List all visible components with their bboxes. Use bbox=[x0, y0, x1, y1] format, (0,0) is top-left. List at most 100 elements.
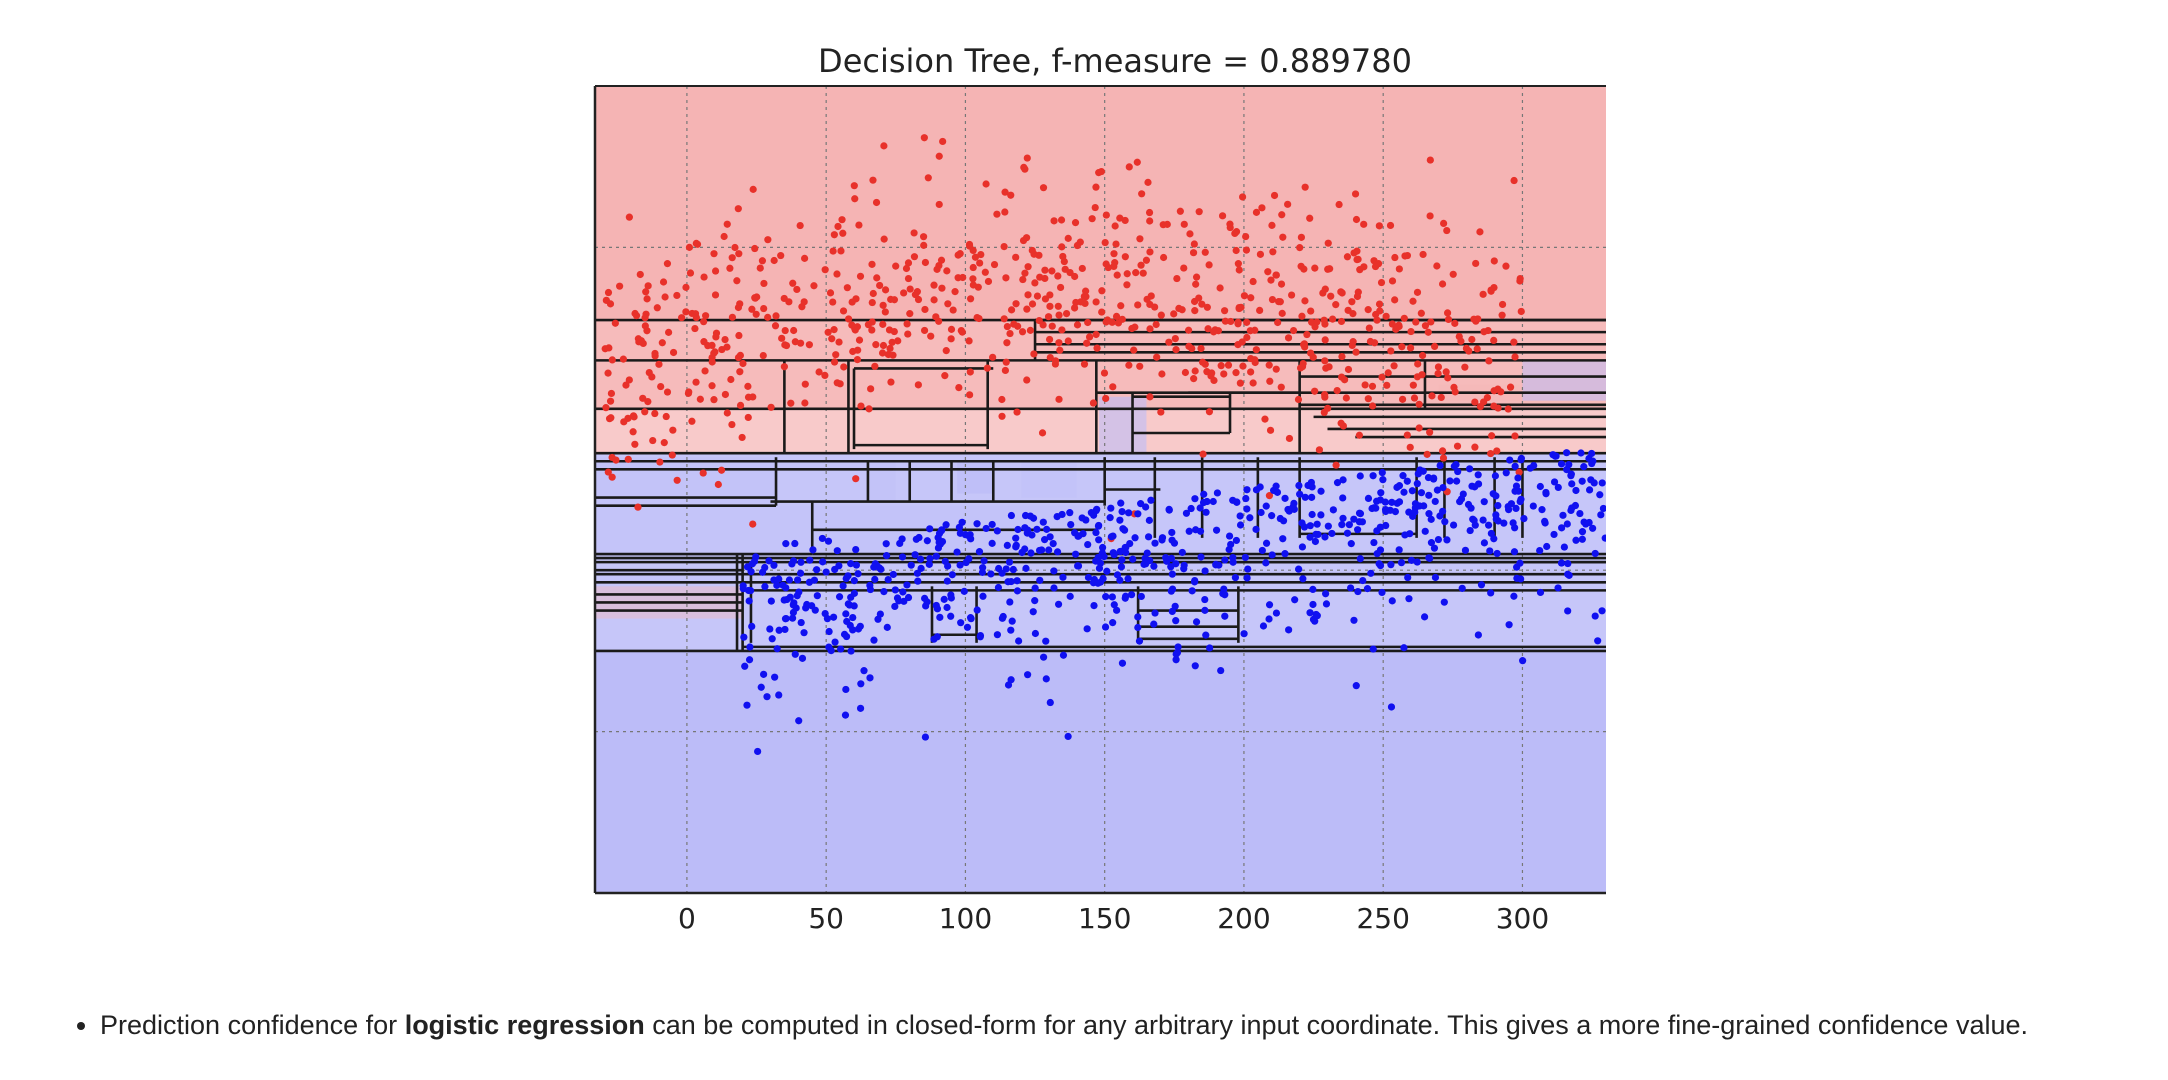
data-point bbox=[1134, 510, 1142, 518]
data-point bbox=[1472, 259, 1480, 268]
data-point bbox=[1252, 208, 1261, 216]
data-point bbox=[1198, 358, 1207, 366]
data-point bbox=[1029, 608, 1037, 616]
data-point bbox=[797, 618, 805, 627]
data-point bbox=[629, 428, 637, 436]
data-point bbox=[1377, 489, 1385, 497]
data-point bbox=[949, 306, 957, 314]
data-point bbox=[1102, 593, 1110, 601]
data-point bbox=[1001, 366, 1009, 375]
data-point bbox=[1272, 482, 1280, 490]
data-point bbox=[1401, 252, 1409, 260]
data-point bbox=[1190, 578, 1199, 586]
data-point bbox=[1064, 234, 1072, 242]
data-point bbox=[1325, 363, 1333, 371]
data-point bbox=[790, 326, 798, 335]
data-point bbox=[956, 561, 964, 569]
data-point bbox=[663, 260, 672, 268]
data-point bbox=[969, 263, 977, 272]
data-point bbox=[1117, 302, 1125, 310]
data-point bbox=[1278, 309, 1286, 317]
data-point bbox=[622, 381, 630, 389]
data-point bbox=[1200, 490, 1208, 498]
data-point bbox=[1596, 491, 1604, 499]
data-point bbox=[1210, 376, 1218, 385]
data-point bbox=[1476, 228, 1484, 236]
data-point bbox=[959, 273, 967, 282]
data-point bbox=[1536, 588, 1545, 597]
data-point bbox=[1480, 498, 1488, 506]
data-point bbox=[644, 282, 652, 290]
data-point bbox=[1210, 328, 1218, 336]
data-point bbox=[838, 216, 846, 224]
decision-region bbox=[1021, 461, 1077, 498]
data-point bbox=[1337, 419, 1345, 427]
data-point bbox=[1355, 431, 1363, 439]
data-point bbox=[1026, 326, 1035, 334]
data-point bbox=[1418, 371, 1426, 379]
data-point bbox=[1492, 492, 1500, 500]
data-point bbox=[1098, 308, 1106, 316]
data-point bbox=[1297, 233, 1306, 241]
data-point bbox=[1066, 592, 1074, 600]
data-point bbox=[1425, 491, 1433, 499]
data-point bbox=[1046, 353, 1054, 362]
data-point bbox=[944, 300, 952, 308]
data-point bbox=[1480, 539, 1489, 547]
data-point bbox=[1388, 277, 1397, 285]
data-point bbox=[1099, 574, 1107, 583]
data-point bbox=[1213, 489, 1222, 497]
data-point bbox=[1424, 328, 1432, 336]
data-point bbox=[805, 578, 813, 586]
data-point bbox=[1083, 339, 1091, 347]
data-point bbox=[1053, 548, 1062, 556]
data-point bbox=[1414, 360, 1422, 368]
data-point bbox=[1180, 561, 1188, 569]
data-point bbox=[930, 296, 938, 304]
data-point bbox=[1262, 539, 1271, 547]
data-point bbox=[849, 613, 857, 622]
data-point bbox=[700, 273, 708, 281]
data-point bbox=[924, 174, 932, 182]
data-point bbox=[771, 673, 779, 681]
data-point bbox=[1431, 573, 1440, 582]
data-point bbox=[1041, 266, 1049, 274]
data-point bbox=[882, 552, 891, 560]
data-point bbox=[1184, 326, 1193, 334]
data-point bbox=[1121, 253, 1129, 261]
data-point bbox=[1304, 481, 1312, 490]
data-point bbox=[625, 213, 633, 221]
data-point bbox=[1031, 279, 1039, 287]
data-point bbox=[1538, 506, 1546, 514]
data-point bbox=[1191, 662, 1199, 670]
data-point bbox=[1173, 274, 1181, 283]
data-point bbox=[736, 351, 744, 360]
data-point bbox=[1369, 472, 1377, 480]
data-point bbox=[767, 597, 775, 605]
data-point bbox=[782, 614, 790, 623]
data-point bbox=[1295, 481, 1303, 490]
data-point bbox=[1512, 504, 1520, 513]
data-point bbox=[1400, 488, 1408, 496]
data-point bbox=[1443, 309, 1452, 317]
data-point bbox=[920, 134, 928, 142]
data-point bbox=[1153, 353, 1161, 361]
data-point bbox=[880, 235, 888, 243]
data-point bbox=[871, 575, 879, 583]
data-point bbox=[1108, 318, 1116, 326]
data-point bbox=[1221, 556, 1229, 564]
data-point bbox=[1382, 312, 1390, 320]
data-point bbox=[1206, 644, 1214, 652]
data-point bbox=[768, 635, 776, 643]
data-point bbox=[805, 341, 813, 349]
data-point bbox=[819, 558, 827, 566]
data-point bbox=[1201, 606, 1209, 614]
data-point bbox=[747, 587, 755, 595]
data-point bbox=[873, 562, 881, 570]
x-tick-label: 200 bbox=[1217, 902, 1270, 935]
data-point bbox=[1019, 236, 1028, 245]
data-point bbox=[1356, 472, 1364, 480]
data-point bbox=[1103, 567, 1111, 575]
data-point bbox=[835, 338, 843, 346]
data-point bbox=[1062, 309, 1071, 318]
